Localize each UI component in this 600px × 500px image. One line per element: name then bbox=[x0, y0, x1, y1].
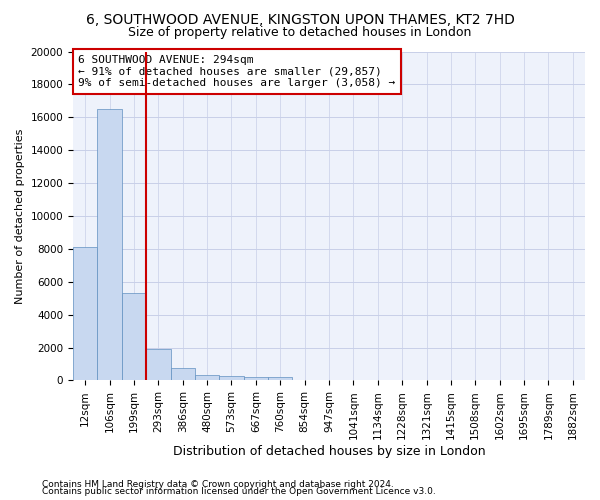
Bar bbox=[122, 294, 146, 380]
Bar bbox=[146, 349, 170, 380]
Bar bbox=[268, 377, 292, 380]
Text: Size of property relative to detached houses in London: Size of property relative to detached ho… bbox=[128, 26, 472, 39]
Y-axis label: Number of detached properties: Number of detached properties bbox=[15, 128, 25, 304]
Bar bbox=[244, 377, 268, 380]
Text: Contains HM Land Registry data © Crown copyright and database right 2024.: Contains HM Land Registry data © Crown c… bbox=[42, 480, 394, 489]
Text: Contains public sector information licensed under the Open Government Licence v3: Contains public sector information licen… bbox=[42, 487, 436, 496]
Bar bbox=[195, 374, 220, 380]
Text: 6, SOUTHWOOD AVENUE, KINGSTON UPON THAMES, KT2 7HD: 6, SOUTHWOOD AVENUE, KINGSTON UPON THAME… bbox=[86, 12, 514, 26]
X-axis label: Distribution of detached houses by size in London: Distribution of detached houses by size … bbox=[173, 444, 485, 458]
Text: 6 SOUTHWOOD AVENUE: 294sqm
← 91% of detached houses are smaller (29,857)
9% of s: 6 SOUTHWOOD AVENUE: 294sqm ← 91% of deta… bbox=[78, 55, 395, 88]
Bar bbox=[73, 247, 97, 380]
Bar bbox=[220, 376, 244, 380]
Bar bbox=[97, 109, 122, 380]
Bar bbox=[170, 368, 195, 380]
